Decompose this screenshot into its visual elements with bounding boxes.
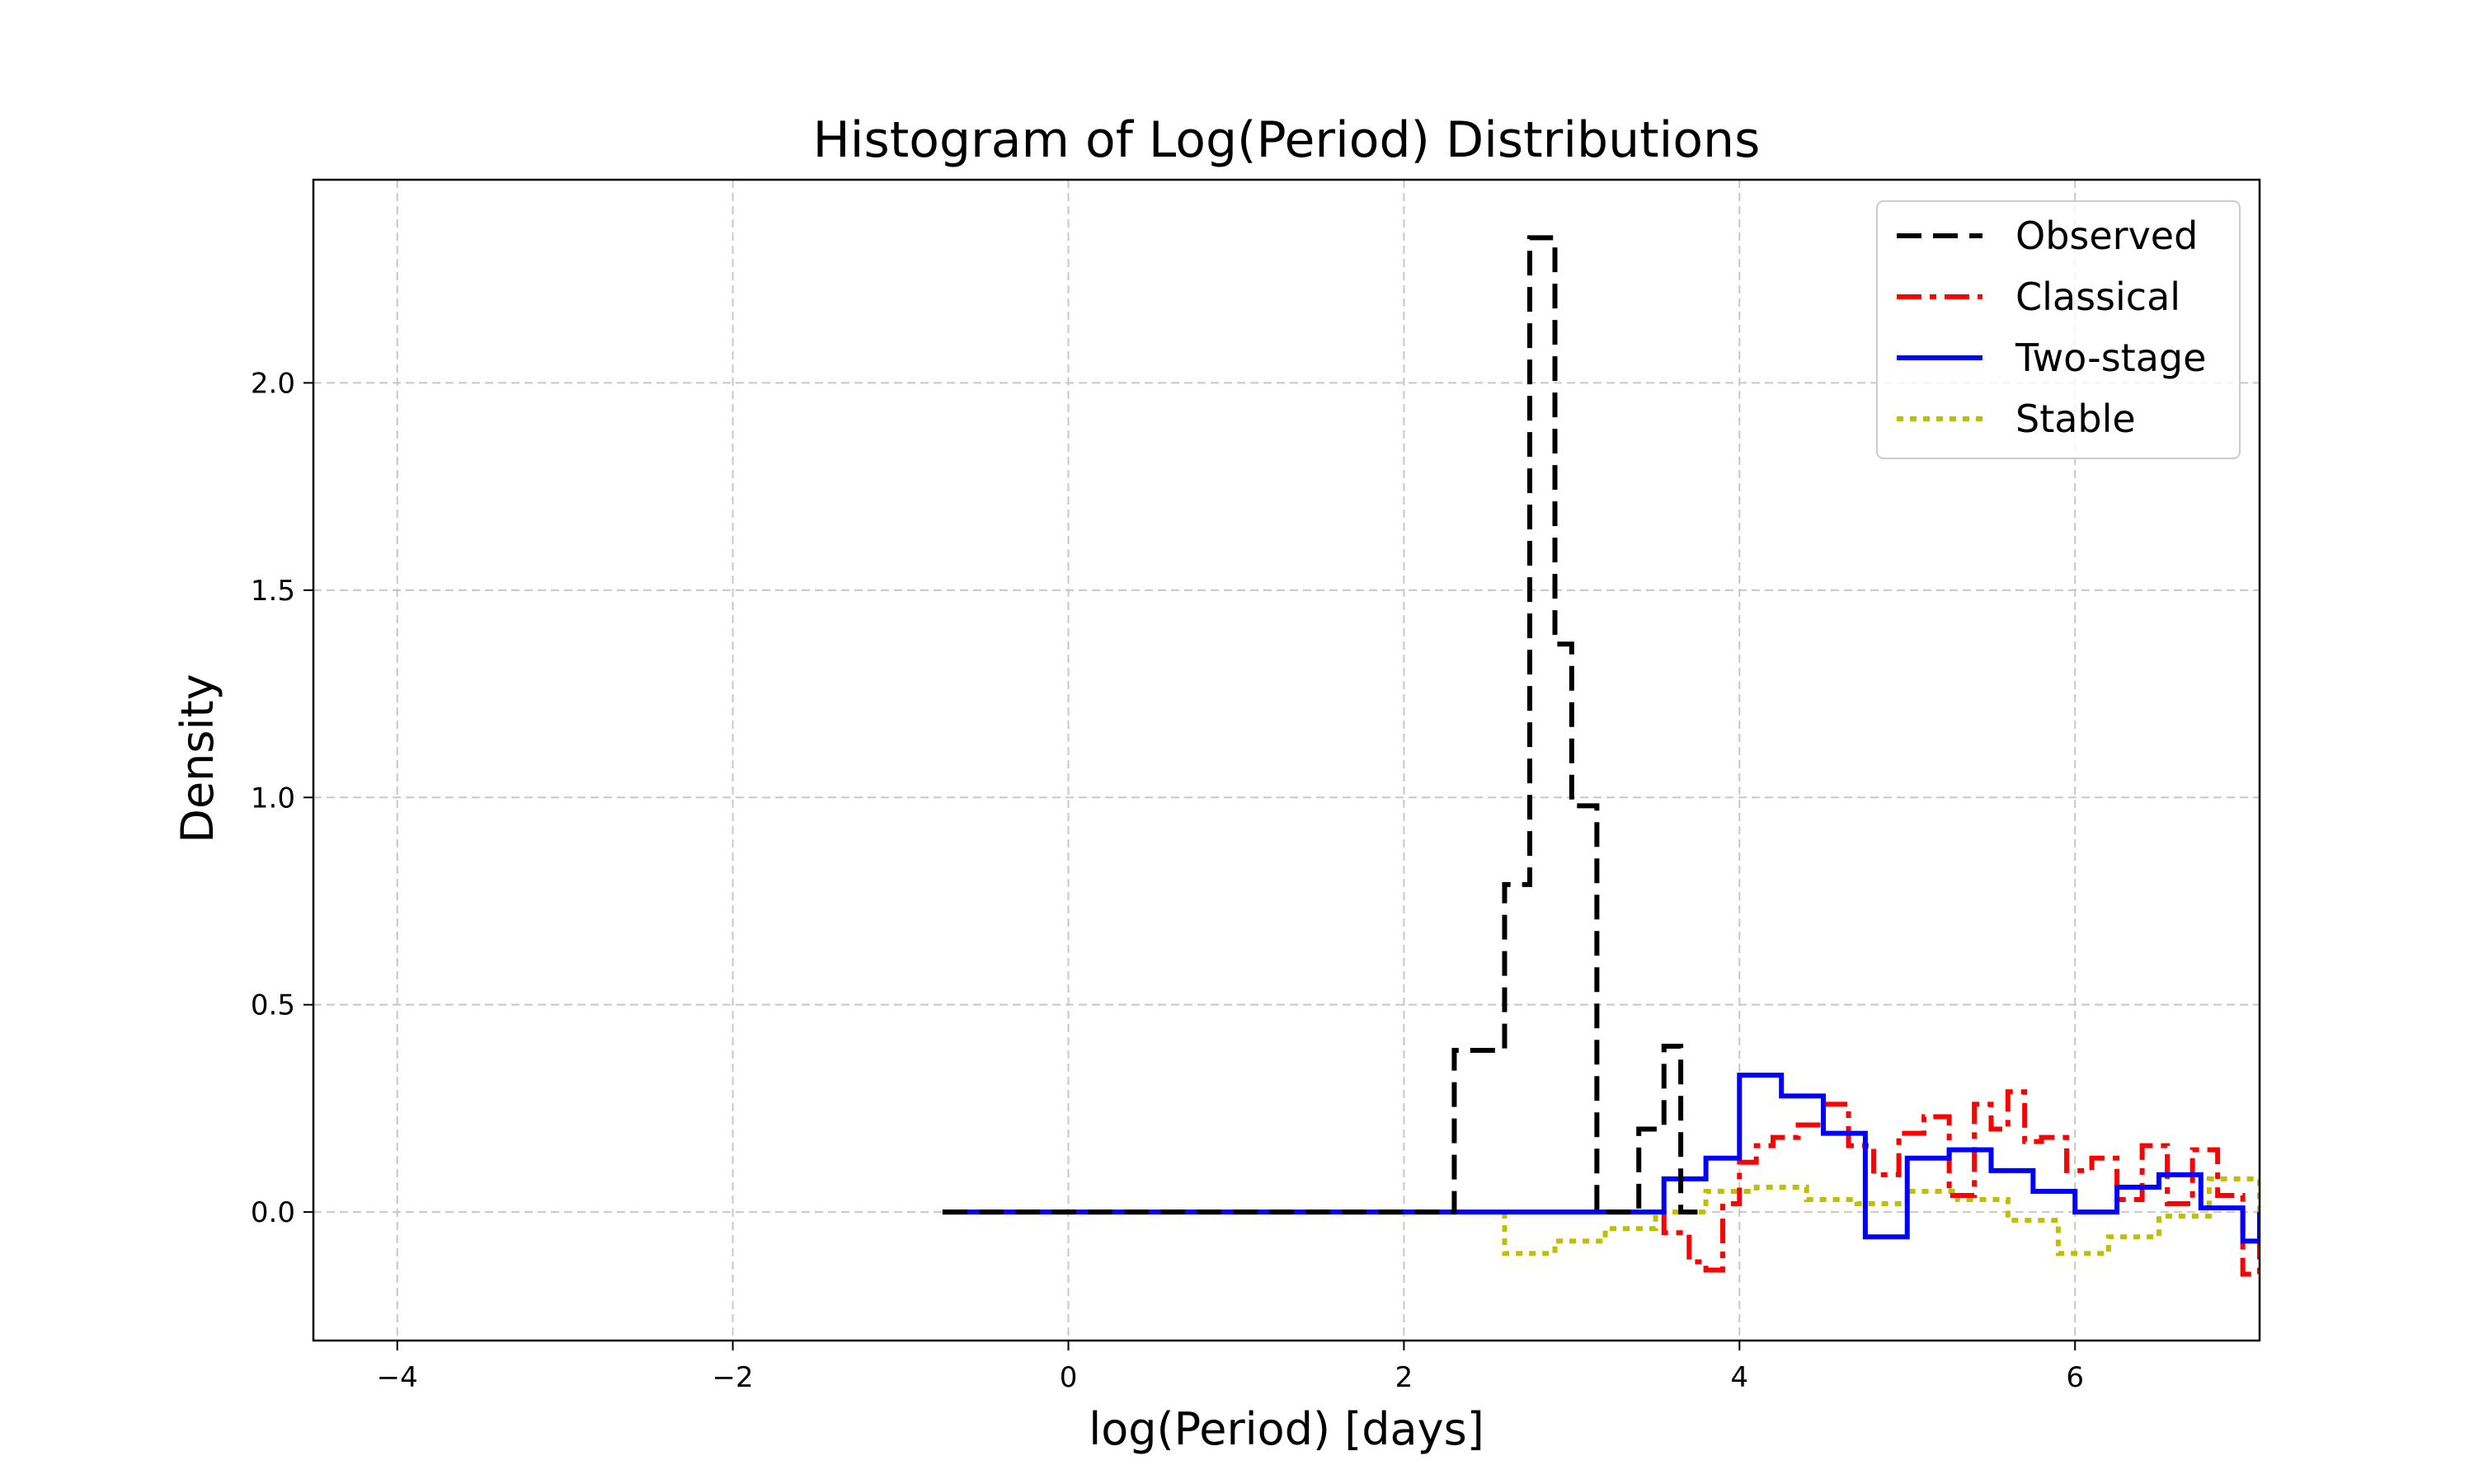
- chart-title: Histogram of Log(Period) Distributions: [813, 111, 1761, 169]
- y-tick-label: 0.5: [251, 989, 295, 1022]
- axis-ticks: −4 −2 0 2 4 6 0.0 0.5 1.0 1.5 2.0: [251, 367, 2084, 1394]
- plot-frame: [312, 178, 2261, 1342]
- series-two-stage-line: [942, 1073, 2260, 1244]
- x-tick-label: 6: [2066, 1361, 2084, 1394]
- series-observed-line: [942, 235, 1698, 1215]
- legend-box: [1876, 200, 2241, 459]
- x-tick-label: 2: [1395, 1361, 1413, 1394]
- x-axis-label: log(Period) [days]: [1089, 1403, 1484, 1455]
- x-tick-label: −2: [713, 1361, 754, 1394]
- legend-label: Stable: [2015, 397, 2136, 441]
- plot-series: [942, 235, 2260, 1277]
- y-tick-label: 1.0: [251, 782, 295, 815]
- legend-label: Observed: [2015, 214, 2198, 258]
- series-classical-line: [1661, 1089, 2260, 1277]
- x-tick-label: 0: [1060, 1361, 1078, 1394]
- x-tick-label: 4: [1730, 1361, 1748, 1394]
- series-stable-line: [1502, 1176, 2260, 1256]
- x-tick-label: −4: [377, 1361, 418, 1394]
- legend-label: Two-stage: [2015, 336, 2206, 380]
- legend-label: Classical: [2015, 275, 2180, 319]
- y-tick-label: 0.0: [251, 1196, 295, 1229]
- legend: Observed Classical Two-stage Stable: [1876, 200, 2241, 459]
- y-axis-label: Density: [172, 674, 223, 843]
- y-tick-label: 1.5: [251, 575, 295, 608]
- y-tick-label: 2.0: [251, 367, 295, 400]
